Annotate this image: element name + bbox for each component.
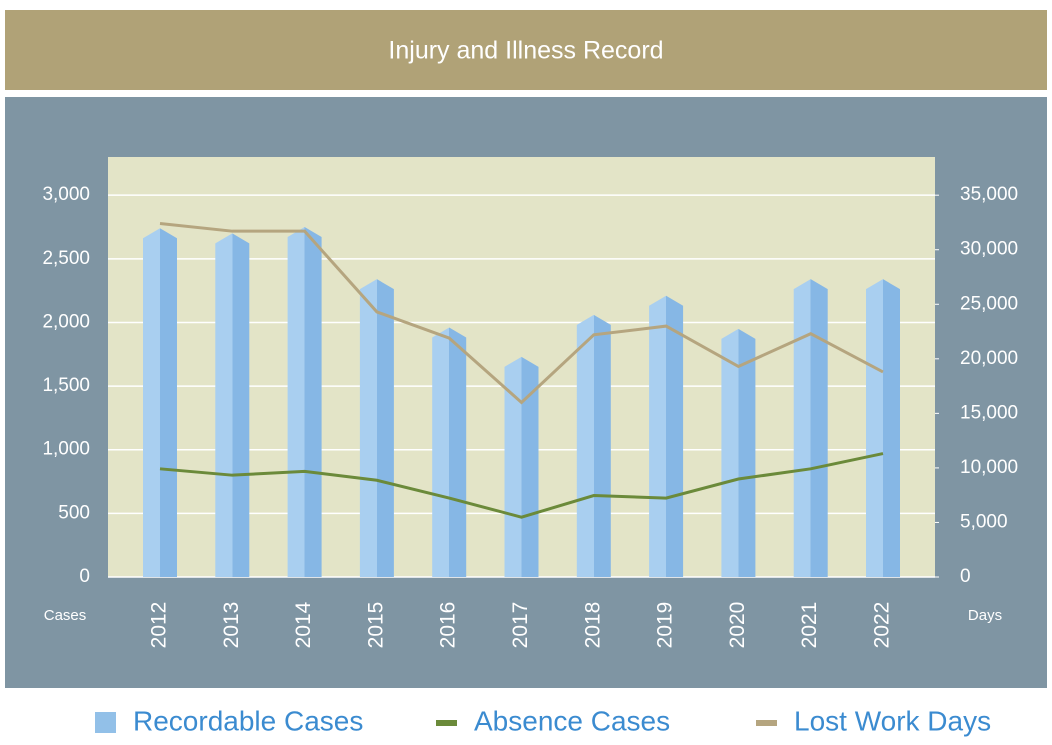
bar	[143, 228, 177, 578]
y2-tick-label: 20,000	[960, 348, 1018, 369]
y2-tick-label: 10,000	[960, 457, 1018, 478]
y2-axis-label: Days	[968, 607, 1002, 624]
x-tick-label: 2017	[509, 602, 532, 649]
y2-tick-label: 15,000	[960, 402, 1018, 423]
line	[159, 452, 884, 519]
bar	[215, 233, 250, 577]
chart-title: Injury and Illness Record	[388, 37, 663, 65]
x-tick-label: 2016	[437, 602, 460, 649]
bar	[793, 279, 828, 577]
y-tick-label: 1,000	[42, 439, 90, 460]
bar	[432, 327, 467, 577]
x-tick-label: 2012	[148, 602, 171, 649]
y2-tick-label: 35,000	[960, 184, 1018, 205]
legend-label: Recordable Cases	[133, 705, 363, 736]
y-tick-label: 2,000	[42, 311, 90, 332]
bar	[576, 314, 611, 577]
legend-swatch	[95, 712, 116, 733]
bar	[287, 227, 322, 577]
x-tick-label: 2014	[292, 601, 315, 648]
legend-swatch	[756, 720, 777, 726]
y2-tick-label: 0	[960, 566, 971, 587]
y2-tick-label: 30,000	[960, 239, 1018, 260]
bar	[649, 295, 684, 577]
x-tick-label: 2013	[220, 602, 243, 649]
x-tick-label: 2022	[871, 602, 894, 649]
y2-tick-label: 25,000	[960, 293, 1018, 314]
x-tick-label: 2020	[726, 602, 749, 649]
line	[159, 222, 884, 405]
y-tick-label: 2,500	[42, 248, 90, 269]
x-tick-label: 2021	[798, 602, 821, 649]
y-axis-label: Cases	[44, 607, 87, 624]
legend-swatch	[436, 720, 457, 726]
y-tick-label: 3,000	[42, 184, 90, 205]
x-tick-label: 2018	[581, 602, 604, 649]
x-tick-label: 2015	[364, 602, 387, 649]
title-bar	[5, 10, 1047, 90]
y-tick-label: 1,500	[42, 375, 90, 396]
y-tick-label: 0	[79, 566, 90, 587]
x-tick-label: 2019	[654, 602, 677, 649]
bar	[721, 328, 756, 577]
bar	[504, 356, 539, 577]
legend-label: Lost Work Days	[794, 705, 991, 736]
bar	[359, 279, 394, 577]
bar	[866, 279, 900, 577]
y2-tick-label: 5,000	[960, 511, 1008, 532]
y-tick-label: 500	[58, 502, 90, 523]
legend-label: Absence Cases	[474, 705, 670, 736]
